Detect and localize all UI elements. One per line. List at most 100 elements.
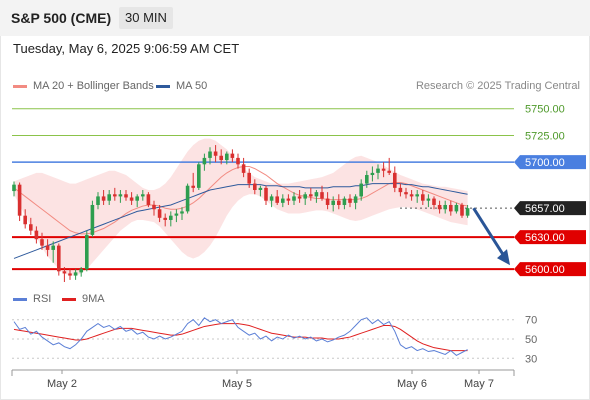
candle xyxy=(286,194,291,205)
forecast-arrow-head xyxy=(497,249,510,266)
candle-body xyxy=(241,164,246,173)
candle-body xyxy=(314,192,319,197)
candle xyxy=(393,166,397,193)
candle-body xyxy=(12,184,16,192)
legend-ma20-swatch xyxy=(13,84,27,88)
candle xyxy=(90,200,95,238)
candle xyxy=(269,194,274,208)
candle-body xyxy=(180,211,184,214)
candle-body xyxy=(275,196,279,203)
candle-body xyxy=(303,194,307,199)
level-label-5630.00: 5630.00 xyxy=(525,232,565,244)
candle-body xyxy=(432,198,436,205)
candle xyxy=(454,202,459,214)
ma20-line xyxy=(13,165,468,235)
candle xyxy=(79,267,83,277)
moving-average-layer xyxy=(13,165,468,259)
forecast-arrow-shaft xyxy=(472,207,508,260)
legend-ma50-swatch xyxy=(156,84,170,88)
rsi-line xyxy=(13,317,468,356)
candle-body xyxy=(264,187,268,201)
candle-body xyxy=(68,273,72,276)
candle-body xyxy=(404,192,408,195)
candle xyxy=(101,190,106,205)
candle xyxy=(449,200,453,216)
candle-body xyxy=(253,183,257,190)
candle xyxy=(23,209,27,229)
candle-body xyxy=(325,198,330,205)
candle-body xyxy=(34,230,39,240)
x-axis-label-may-6: May 6 xyxy=(397,378,427,390)
level-label-5600.00: 5600.00 xyxy=(525,264,565,276)
candle xyxy=(365,170,369,188)
candle-body xyxy=(331,200,335,205)
candle-body xyxy=(225,153,229,161)
candle-body xyxy=(62,271,67,274)
ma50-line xyxy=(13,183,468,259)
candle xyxy=(113,187,117,201)
candle xyxy=(45,239,50,257)
candle xyxy=(370,166,375,182)
candle-body xyxy=(449,204,453,212)
candle-body xyxy=(169,215,173,220)
candle xyxy=(426,194,431,208)
candle-body xyxy=(247,172,251,184)
candle xyxy=(141,190,145,201)
bollinger-band xyxy=(14,138,468,276)
candle xyxy=(51,241,55,263)
candle xyxy=(208,147,212,165)
candle-body xyxy=(113,194,117,197)
candle xyxy=(34,226,39,244)
legend-rsi-swatch xyxy=(13,297,27,301)
candle xyxy=(236,153,240,169)
candle-body xyxy=(202,157,207,165)
rsi-tick-50: 50 xyxy=(525,334,537,346)
bollinger-band-layer xyxy=(14,138,468,276)
legend-ma50-label: MA 50 xyxy=(176,80,208,92)
candle xyxy=(309,187,313,201)
candle xyxy=(202,153,207,171)
candle-body xyxy=(107,194,111,201)
candle xyxy=(68,269,72,280)
candle-body xyxy=(454,204,459,212)
candle xyxy=(40,232,44,250)
candle-body xyxy=(29,224,33,231)
candle-body xyxy=(393,172,397,188)
interval-selector[interactable]: 30 MIN xyxy=(119,7,173,29)
candle xyxy=(337,194,341,210)
level-label-5750.00: 5750.00 xyxy=(525,104,565,116)
candle-body xyxy=(135,196,139,201)
candle-body xyxy=(437,204,442,210)
candle-body xyxy=(85,234,89,270)
candle-body xyxy=(460,204,464,216)
candle xyxy=(96,192,100,210)
candle-body xyxy=(230,153,235,158)
candle xyxy=(107,190,111,205)
candle xyxy=(191,172,195,193)
candle xyxy=(213,145,218,163)
candle-body xyxy=(118,194,123,197)
candle xyxy=(297,190,302,203)
instrument-title: S&P 500 (CME) xyxy=(11,10,112,26)
candle-body xyxy=(219,155,223,161)
candle-body xyxy=(281,198,285,203)
header-bar: S&P 500 (CME) 30 MIN xyxy=(0,0,590,36)
candle xyxy=(465,204,470,218)
candle-body xyxy=(337,200,341,205)
candle-body xyxy=(236,157,240,165)
candle-body xyxy=(45,245,50,250)
candle-body xyxy=(353,196,358,203)
candle-body xyxy=(376,168,380,173)
candle xyxy=(146,192,151,208)
candle xyxy=(118,190,123,203)
candle-body xyxy=(79,269,83,273)
candle-body xyxy=(146,194,151,205)
candle-body xyxy=(208,151,212,158)
legend-rsi: RSI xyxy=(13,293,51,305)
rsi-tick-30: 30 xyxy=(525,353,537,365)
candle-body xyxy=(141,194,145,197)
timestamp: Tuesday, May 6, 2025 9:06:59 AM CET xyxy=(13,41,240,56)
candle-body xyxy=(309,194,313,197)
level-label-5725.00: 5725.00 xyxy=(525,130,565,142)
x-axis-layer: May 2 May 5 May 6 May 7 xyxy=(11,369,515,390)
